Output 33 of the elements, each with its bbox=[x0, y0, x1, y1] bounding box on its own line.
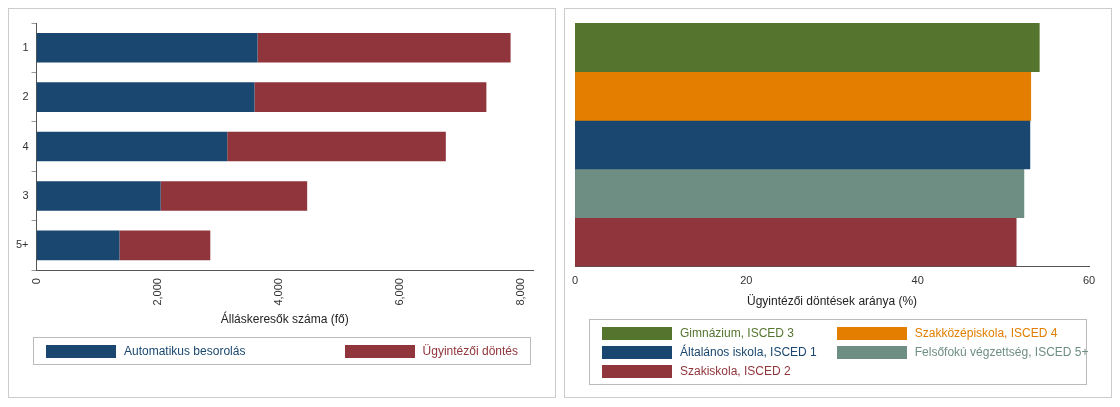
y-tick-label: 1 bbox=[22, 40, 29, 53]
text: Általános iskola, ISCED 1 bbox=[680, 345, 817, 359]
x-axis-title: Álláskeresők száma (fő) bbox=[220, 311, 349, 327]
x-tick-label: 40 bbox=[911, 274, 924, 287]
text: Automatikus besorolás bbox=[124, 344, 246, 358]
x-tick-label: 60 bbox=[1082, 274, 1096, 287]
text: Ügyintézői döntés bbox=[422, 344, 518, 358]
y-tick-label: 3 bbox=[22, 188, 29, 201]
text: Felsőfokú végzettség, ISCED 5+ bbox=[914, 345, 1089, 359]
bar bbox=[254, 82, 487, 112]
bar bbox=[160, 181, 308, 211]
text: Szakközépiskola, ISCED 4 bbox=[914, 326, 1058, 340]
x-tick-label: 0 bbox=[572, 274, 579, 287]
x-tick-label: 0 bbox=[29, 278, 42, 285]
bar bbox=[36, 181, 161, 211]
x-axis-title: Ügyintézői döntések aránya (%) bbox=[746, 294, 918, 309]
x-tick-label: 20 bbox=[740, 274, 753, 287]
bar bbox=[227, 131, 446, 162]
text: Gimnázium, ISCED 3 bbox=[680, 326, 795, 340]
text: Szakiskola, ISCED 2 bbox=[680, 364, 791, 378]
y-tick-label: 5+ bbox=[15, 238, 29, 251]
bar bbox=[36, 82, 255, 112]
y-tick-label: 2 bbox=[22, 90, 29, 103]
bar bbox=[257, 32, 511, 63]
bar bbox=[119, 230, 211, 261]
x-tick-label: 6,000 bbox=[392, 278, 405, 306]
x-tick-label: 2,000 bbox=[150, 278, 163, 306]
x-tick-label: 8,000 bbox=[513, 278, 526, 306]
y-tick-label: 4 bbox=[22, 139, 29, 152]
bar bbox=[36, 131, 228, 162]
x-tick-label: 4,000 bbox=[271, 278, 284, 306]
bar bbox=[36, 230, 120, 261]
bar bbox=[36, 32, 258, 63]
